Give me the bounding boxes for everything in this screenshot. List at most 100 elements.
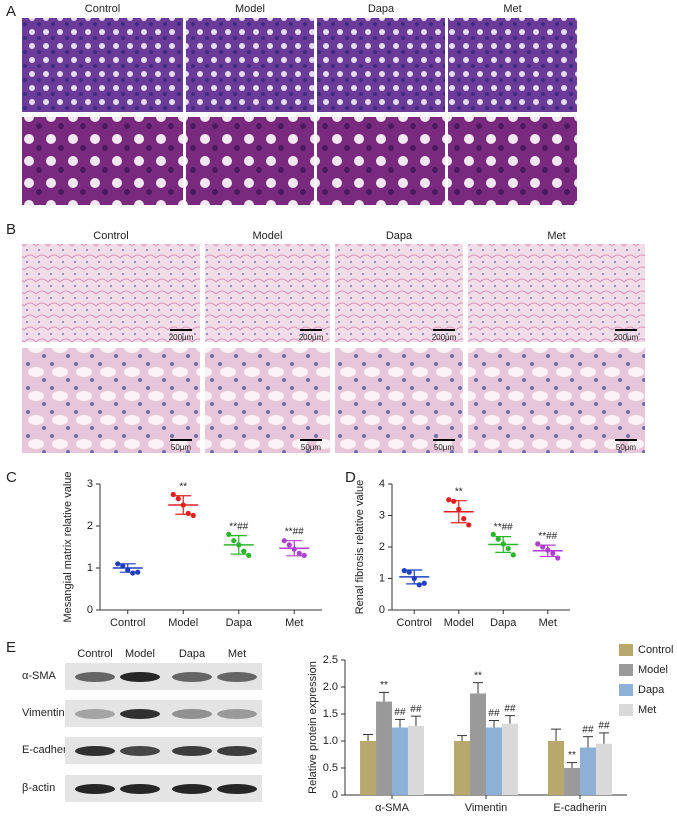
scale-bar-label: 50μm <box>301 443 322 452</box>
blot-band <box>120 709 160 719</box>
row-label: Vimentin <box>22 707 65 719</box>
legend-swatch <box>619 644 633 656</box>
annotation: **## <box>538 531 557 542</box>
data-point <box>401 568 407 574</box>
scale-bar-label: 200μm <box>169 333 194 342</box>
data-point <box>296 550 302 556</box>
data-point <box>115 561 121 567</box>
panel-label: B <box>6 221 16 238</box>
x-tick-label: Model <box>168 617 198 629</box>
bar <box>454 741 471 795</box>
histology-image <box>468 244 645 342</box>
panel-label: C <box>6 469 17 486</box>
data-point <box>125 567 131 573</box>
annotation: ## <box>504 703 516 714</box>
histology-image <box>317 18 445 112</box>
scale-bar-label: 50μm <box>616 443 637 452</box>
histology-image <box>205 244 330 342</box>
histology-image <box>186 117 314 205</box>
y-tick-label: 1.5 <box>323 708 338 720</box>
row-label: β-actin <box>22 782 55 794</box>
column-label: Met <box>503 3 521 15</box>
y-axis-label: Mesangial matrix relative value <box>62 471 74 622</box>
y-tick-label: 2.5 <box>323 654 338 666</box>
bar <box>470 693 486 795</box>
data-point <box>291 546 297 552</box>
histology-image <box>205 348 330 453</box>
blot-band <box>172 746 212 756</box>
x-tick-label: Dapa <box>490 617 517 629</box>
y-axis-label: Relative protein expression <box>307 661 319 794</box>
annotation: ** <box>380 680 388 691</box>
data-point <box>406 569 412 575</box>
bar <box>564 768 580 795</box>
data-point <box>231 538 237 544</box>
blot-band <box>75 746 115 756</box>
histology-image <box>335 244 463 342</box>
y-tick-label: 0.5 <box>323 762 338 774</box>
blot-band <box>75 672 115 682</box>
histology-image <box>448 18 577 112</box>
data-point <box>535 541 541 547</box>
x-tick-label: Model <box>444 617 474 629</box>
data-point <box>130 570 136 576</box>
bar <box>376 701 392 795</box>
row-label: α-SMA <box>22 670 57 682</box>
y-tick-label: 2.0 <box>323 681 338 693</box>
x-tick-label: Met <box>539 617 557 629</box>
data-point <box>540 544 546 550</box>
bar <box>580 747 596 795</box>
annotation: ** <box>179 481 187 492</box>
blot-band <box>217 784 257 794</box>
data-point <box>170 491 176 498</box>
bar <box>360 741 377 795</box>
annotation: ** <box>474 670 482 681</box>
annotation: **## <box>285 526 304 537</box>
blot-band <box>217 746 257 756</box>
legend-label: Dapa <box>638 684 665 696</box>
scale-bar-label: 50μm <box>434 443 455 452</box>
data-point <box>281 538 287 544</box>
x-tick-label: Dapa <box>226 617 253 629</box>
column-label: Control <box>93 230 128 242</box>
column-label: Control <box>85 3 120 15</box>
column-label: Met <box>228 648 246 660</box>
column-label: Model <box>125 648 155 660</box>
data-point <box>236 542 242 548</box>
column-label: Dapa <box>368 3 395 15</box>
legend-label: Met <box>638 704 656 716</box>
column-label: Dapa <box>386 230 413 242</box>
bar <box>486 727 502 795</box>
data-point <box>550 550 556 556</box>
histology-image <box>22 18 183 112</box>
blot-band <box>120 746 160 756</box>
y-tick-label: 0 <box>379 604 385 616</box>
x-tick-label: E-cadherin <box>553 802 606 814</box>
x-tick-label: α-SMA <box>375 802 410 814</box>
data-point <box>456 506 462 512</box>
data-point <box>446 497 452 503</box>
data-point <box>500 541 506 547</box>
blot-band <box>172 784 212 794</box>
blot-band <box>120 672 160 682</box>
histology-image <box>22 244 200 342</box>
data-point <box>510 552 516 558</box>
legend-label: Model <box>638 664 668 676</box>
annotation: ## <box>394 707 406 718</box>
data-point <box>545 547 551 553</box>
data-point <box>555 555 561 561</box>
data-point <box>451 498 457 504</box>
data-point <box>135 569 141 575</box>
histology-image <box>317 117 445 205</box>
y-tick-label: 0 <box>332 789 338 801</box>
data-point <box>301 552 307 559</box>
bar <box>501 723 518 795</box>
annotation: ** <box>568 750 576 761</box>
blot-band <box>75 784 115 794</box>
blot-band <box>120 784 160 794</box>
column-label: Model <box>235 3 265 15</box>
y-axis-label: Renal fibrosis relative value <box>354 480 366 615</box>
column-label: Model <box>253 230 283 242</box>
column-label: Met <box>547 230 565 242</box>
data-point <box>466 522 472 528</box>
